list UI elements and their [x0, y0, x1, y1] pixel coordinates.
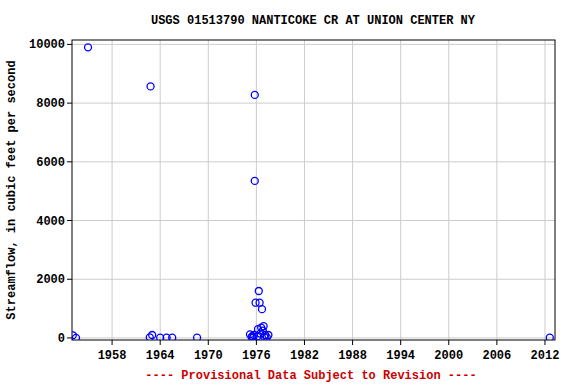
- tick-label: 2006: [482, 349, 511, 363]
- grid-line: [72, 103, 555, 104]
- tick-mark: [352, 340, 353, 345]
- data-point: [546, 334, 553, 340]
- tick-label: 1958: [98, 349, 127, 363]
- tick-label: 2000: [36, 273, 65, 287]
- grid-line: [72, 279, 555, 280]
- tick-label: 4000: [36, 215, 65, 229]
- grid-line: [72, 161, 555, 162]
- tick-mark: [448, 340, 449, 345]
- grid-line: [72, 220, 555, 221]
- data-point: [251, 177, 258, 184]
- tick-mark: [67, 279, 72, 280]
- tick-mark: [400, 340, 401, 345]
- grid-line: [352, 40, 353, 340]
- tick-label: 1964: [146, 349, 175, 363]
- data-point: [265, 332, 272, 339]
- y-axis-label: Streamflow, in cubic feet per second: [5, 60, 19, 319]
- annotation: ---- Provisional Data Subject to Revisio…: [145, 369, 476, 383]
- data-point: [147, 83, 154, 90]
- tick-mark: [256, 340, 257, 345]
- tick-mark: [160, 340, 161, 345]
- tick-label: 1976: [242, 349, 271, 363]
- data-point: [73, 334, 80, 340]
- grid-line: [112, 40, 113, 340]
- title: USGS 01513790 NANTICOKE CR AT UNION CENT…: [151, 14, 476, 28]
- tick-label: 1994: [386, 349, 415, 363]
- grid-line: [448, 40, 449, 340]
- grid-line: [544, 40, 545, 340]
- tick-mark: [67, 44, 72, 45]
- data-point: [258, 306, 265, 313]
- data-point: [255, 287, 262, 294]
- grid-line: [72, 44, 555, 45]
- plot-frame: [72, 40, 555, 340]
- tick-label: 1982: [290, 349, 319, 363]
- grid-line: [304, 40, 305, 340]
- tick-mark: [67, 103, 72, 104]
- data-point: [169, 334, 176, 340]
- tick-label: 1988: [338, 349, 367, 363]
- grid-line: [208, 40, 209, 340]
- tick-mark: [67, 220, 72, 221]
- data-point: [194, 334, 201, 340]
- tick-label: 6000: [36, 156, 65, 170]
- tick-mark: [112, 340, 113, 345]
- tick-label: 10000: [29, 38, 65, 52]
- tick-label: 1970: [194, 349, 223, 363]
- tick-mark: [304, 340, 305, 345]
- tick-label: 8000: [36, 97, 65, 111]
- grid-line: [256, 40, 257, 340]
- points: [72, 44, 553, 340]
- data-point: [251, 91, 258, 98]
- tick-mark: [544, 340, 545, 345]
- grid-line: [72, 337, 555, 338]
- tick-mark: [67, 337, 72, 338]
- tick-mark: [208, 340, 209, 345]
- grid-line: [160, 40, 161, 340]
- data-point: [85, 44, 92, 51]
- tick-label: 2000: [434, 349, 463, 363]
- tick-label: 0: [58, 332, 65, 346]
- grid-line: [400, 40, 401, 340]
- data-point: [149, 332, 156, 339]
- chart: 0 2000 4000 6000 8000 10000 1958 1964 1970 1976 19…: [0, 0, 576, 384]
- tick-mark: [67, 161, 72, 162]
- tick-label: 2012: [531, 349, 560, 363]
- grid-line: [496, 40, 497, 340]
- tick-mark: [496, 340, 497, 345]
- data-point: [260, 323, 267, 330]
